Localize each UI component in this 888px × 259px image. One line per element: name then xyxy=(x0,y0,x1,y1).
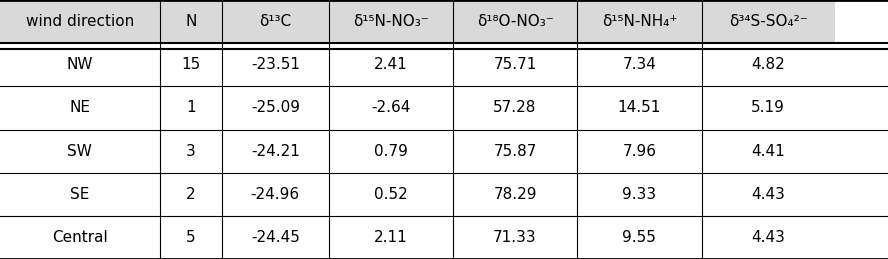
Bar xyxy=(702,173,835,216)
Bar xyxy=(453,216,577,259)
Text: δ¹³C: δ¹³C xyxy=(259,14,291,29)
Bar xyxy=(222,173,329,216)
Bar xyxy=(577,216,702,259)
Bar xyxy=(702,0,835,43)
Bar xyxy=(702,130,835,173)
Text: -25.09: -25.09 xyxy=(250,100,300,116)
Text: 4.43: 4.43 xyxy=(751,187,785,202)
Text: 0.79: 0.79 xyxy=(374,143,408,159)
Text: NW: NW xyxy=(67,57,93,72)
Bar xyxy=(0,173,160,216)
Text: 75.71: 75.71 xyxy=(494,57,536,72)
Bar xyxy=(160,216,222,259)
Text: δ¹⁵N-NO₃⁻: δ¹⁵N-NO₃⁻ xyxy=(353,14,429,29)
Text: 78.29: 78.29 xyxy=(494,187,536,202)
Text: 7.96: 7.96 xyxy=(622,143,656,159)
Bar xyxy=(453,0,577,43)
Bar xyxy=(329,173,453,216)
Bar xyxy=(577,0,702,43)
Text: SW: SW xyxy=(67,143,92,159)
Text: 4.43: 4.43 xyxy=(751,230,785,245)
Bar xyxy=(0,0,160,43)
Bar xyxy=(453,173,577,216)
Text: δ¹⁸O-NO₃⁻: δ¹⁸O-NO₃⁻ xyxy=(477,14,553,29)
Text: 1: 1 xyxy=(186,100,195,116)
Bar xyxy=(329,130,453,173)
Bar xyxy=(577,43,702,86)
Bar xyxy=(0,86,160,130)
Text: -24.21: -24.21 xyxy=(250,143,300,159)
Bar xyxy=(222,86,329,130)
Text: Central: Central xyxy=(52,230,107,245)
Text: 4.82: 4.82 xyxy=(751,57,785,72)
Text: -23.51: -23.51 xyxy=(250,57,300,72)
Bar xyxy=(702,216,835,259)
Text: 0.52: 0.52 xyxy=(374,187,408,202)
Text: -2.64: -2.64 xyxy=(371,100,410,116)
Text: 75.87: 75.87 xyxy=(494,143,536,159)
Text: δ¹⁵N-NH₄⁺: δ¹⁵N-NH₄⁺ xyxy=(602,14,677,29)
Bar xyxy=(222,0,329,43)
Bar xyxy=(222,130,329,173)
Text: 15: 15 xyxy=(181,57,201,72)
Bar xyxy=(329,86,453,130)
Text: 2: 2 xyxy=(186,187,195,202)
Text: 2.41: 2.41 xyxy=(374,57,408,72)
Bar xyxy=(0,216,160,259)
Bar xyxy=(0,130,160,173)
Text: 7.34: 7.34 xyxy=(622,57,656,72)
Text: wind direction: wind direction xyxy=(26,14,134,29)
Text: 71.33: 71.33 xyxy=(493,230,537,245)
Bar xyxy=(453,130,577,173)
Text: 3: 3 xyxy=(186,143,195,159)
Text: δ³⁴S-SO₄²⁻: δ³⁴S-SO₄²⁻ xyxy=(729,14,807,29)
Bar xyxy=(577,173,702,216)
Bar xyxy=(702,43,835,86)
Bar xyxy=(453,43,577,86)
Bar xyxy=(160,0,222,43)
Bar xyxy=(577,130,702,173)
Text: -24.45: -24.45 xyxy=(250,230,300,245)
Text: 9.33: 9.33 xyxy=(622,187,656,202)
Bar xyxy=(702,86,835,130)
Bar xyxy=(0,43,160,86)
Text: 5: 5 xyxy=(186,230,195,245)
Bar xyxy=(160,43,222,86)
Text: SE: SE xyxy=(70,187,90,202)
Bar xyxy=(577,86,702,130)
Text: NE: NE xyxy=(69,100,91,116)
Bar xyxy=(160,130,222,173)
Bar xyxy=(453,86,577,130)
Bar xyxy=(222,43,329,86)
Text: 14.51: 14.51 xyxy=(618,100,661,116)
Bar xyxy=(329,0,453,43)
Bar xyxy=(329,216,453,259)
Text: 4.41: 4.41 xyxy=(751,143,785,159)
Text: -24.96: -24.96 xyxy=(250,187,300,202)
Bar xyxy=(160,86,222,130)
Bar xyxy=(329,43,453,86)
Bar xyxy=(160,173,222,216)
Text: N: N xyxy=(186,14,196,29)
Text: 5.19: 5.19 xyxy=(751,100,785,116)
Text: 9.55: 9.55 xyxy=(622,230,656,245)
Text: 2.11: 2.11 xyxy=(374,230,408,245)
Text: 57.28: 57.28 xyxy=(494,100,536,116)
Bar xyxy=(222,216,329,259)
